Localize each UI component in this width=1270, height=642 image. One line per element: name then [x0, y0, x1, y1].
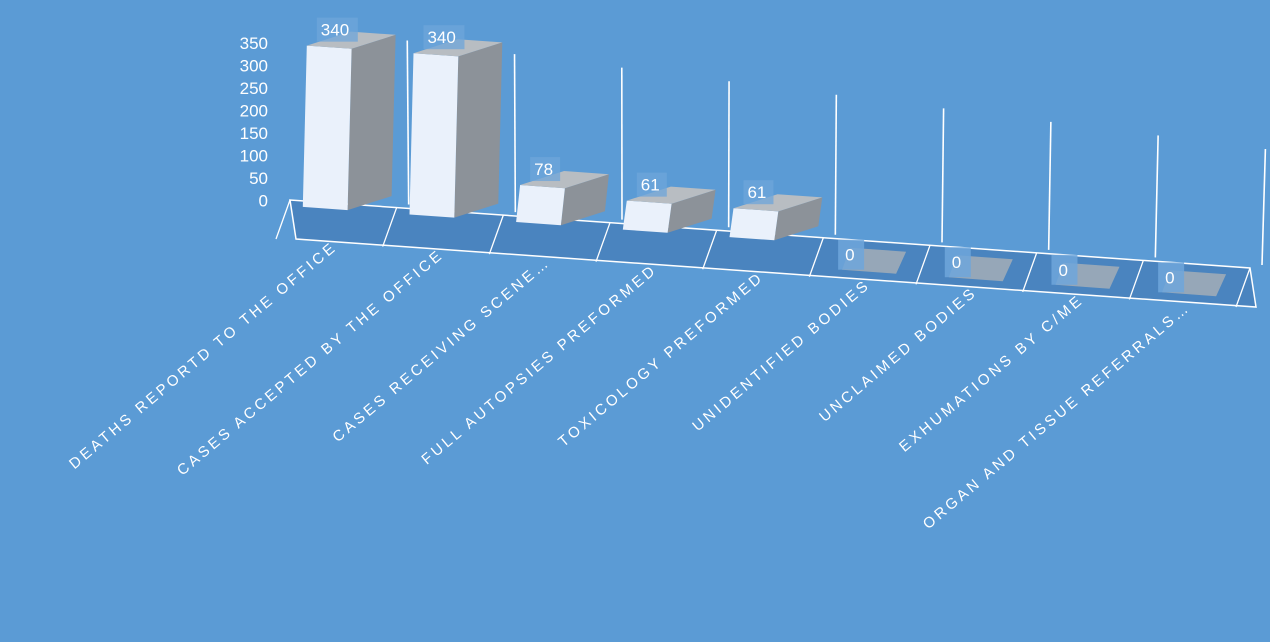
y-tick-label: 0 — [259, 191, 268, 210]
x-tick-label: CASES RECEIVING SCENE… — [329, 254, 553, 446]
y-tick-label: 250 — [240, 79, 268, 98]
vertical-gridline — [1262, 149, 1265, 265]
y-tick-label: 350 — [240, 34, 268, 53]
data-label: 0 — [952, 253, 961, 272]
bar — [410, 53, 459, 217]
bar — [516, 185, 565, 225]
data-label: 340 — [427, 28, 455, 47]
y-tick-label: 100 — [240, 146, 268, 165]
data-label: 340 — [321, 21, 349, 40]
x-tick-label: ORGAN AND TISSUE REFERRALS… — [920, 299, 1194, 533]
data-label: 61 — [747, 183, 766, 202]
y-tick-label: 50 — [249, 169, 268, 188]
bar-side — [454, 42, 502, 217]
bar — [623, 201, 672, 233]
vertical-gridline — [407, 41, 408, 205]
y-tick-label: 300 — [240, 56, 268, 75]
data-label: 61 — [641, 176, 660, 195]
data-label: 0 — [1165, 268, 1174, 287]
x-tick-label: FULL AUTOPSIES PREFORMED — [418, 261, 660, 468]
vertical-gridline — [515, 54, 516, 212]
y-axis: 0 50 100 150 200 250 300 350 — [240, 34, 268, 211]
data-label: 0 — [845, 246, 854, 265]
floor-divider — [276, 200, 290, 239]
bar — [303, 46, 352, 211]
data-label: 0 — [1058, 261, 1067, 280]
bar — [730, 208, 779, 240]
y-tick-label: 200 — [240, 101, 268, 120]
x-tick-label: DEATHS REPORTD TO THE OFFICE — [66, 238, 341, 472]
x-tick-label: EXHUMATIONS BY C/ME — [896, 291, 1087, 455]
vertical-gridline — [835, 95, 836, 235]
x-tick-label: CASES ACCEPTED BY THE OFFICE — [174, 246, 447, 479]
vertical-gridline — [942, 108, 944, 242]
x-tick-label: UNIDENTIFIED BODIES — [689, 276, 874, 435]
y-tick-label: 150 — [240, 124, 268, 143]
data-label: 78 — [534, 160, 553, 179]
x-tick-label: TOXICOLOGY PREFORMED — [555, 269, 767, 451]
vertical-gridline — [1049, 122, 1051, 250]
vertical-gridline — [1155, 135, 1158, 257]
bar-side — [348, 35, 396, 210]
